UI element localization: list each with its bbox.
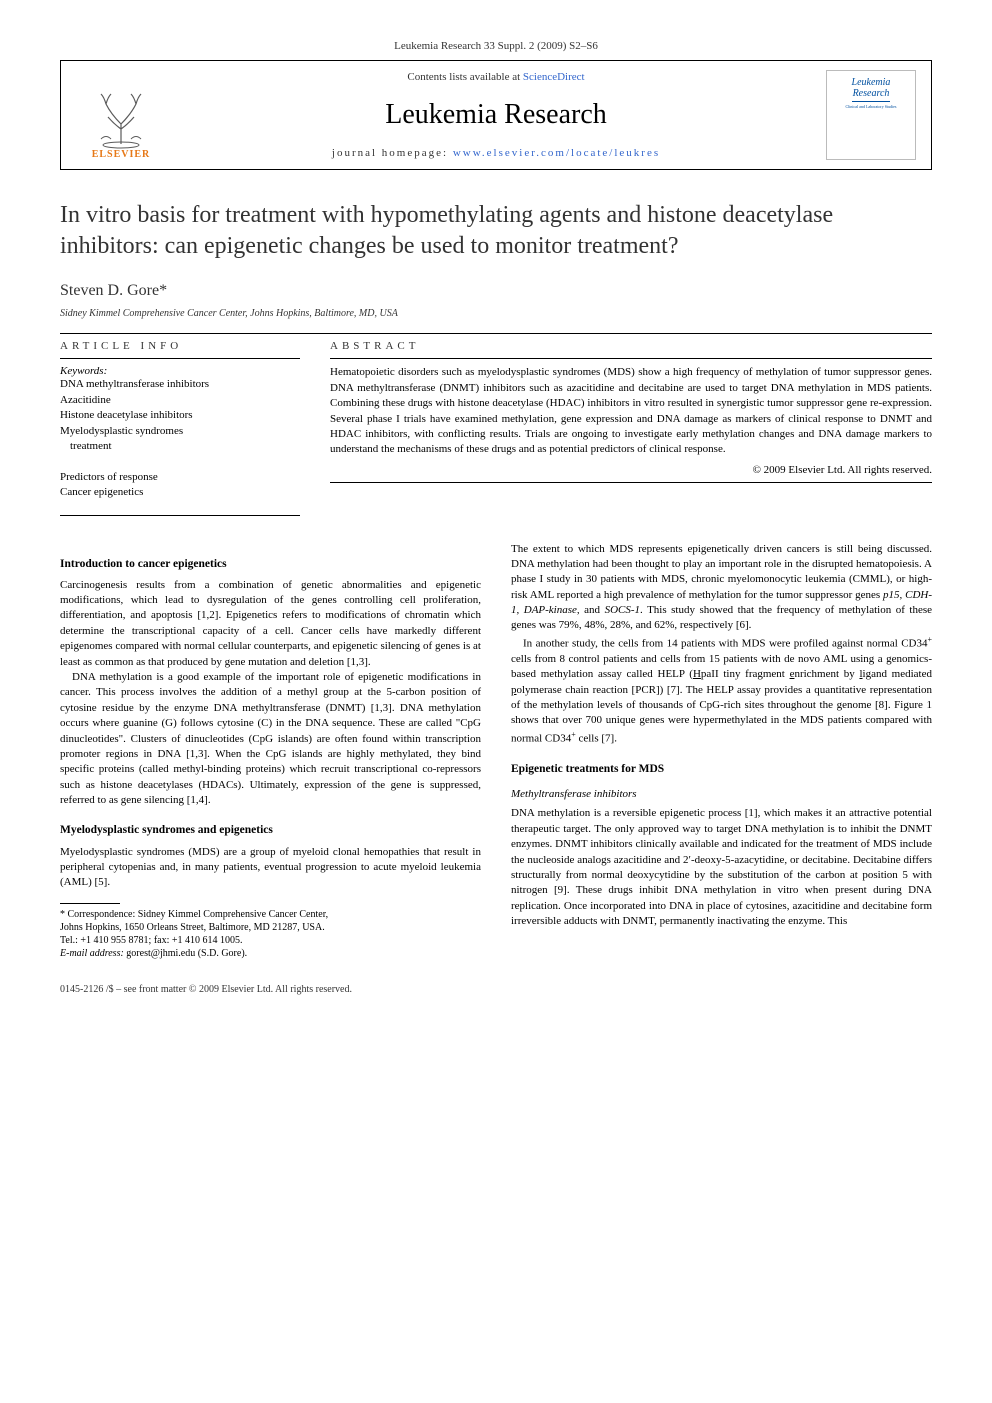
journal-cover-thumbnail: LeukemiaResearch Clinical and Laboratory…	[826, 70, 916, 160]
cover-thumbnail-cell: LeukemiaResearch Clinical and Laboratory…	[811, 61, 931, 169]
journal-homepage-link[interactable]: www.elsevier.com/locate/leukres	[453, 147, 660, 159]
body-paragraph: In another study, the cells from 14 pati…	[511, 634, 932, 747]
gene-name: SOCS-1	[605, 604, 640, 616]
keyword: Predictors of response	[60, 471, 158, 483]
journal-reference: Leukemia Research 33 Suppl. 2 (2009) S2–…	[60, 40, 932, 52]
cover-subtitle: Clinical and Laboratory Studies	[846, 104, 897, 109]
publisher-logo-cell: ELSEVIER	[61, 61, 181, 169]
body-paragraph: Carcinogenesis results from a combinatio…	[60, 578, 481, 670]
right-column: The extent to which MDS represents epige…	[511, 542, 932, 960]
footnote-line: * Correspondence: Sidney Kimmel Comprehe…	[60, 908, 481, 921]
section-heading: Epigenetic treatments for MDS	[511, 761, 932, 777]
abstract-heading: ABSTRACT	[330, 340, 932, 352]
elsevier-tree-icon	[86, 89, 156, 149]
info-abstract-row: ARTICLE INFO Keywords: DNA methyltransfe…	[60, 340, 932, 521]
footnote-email-line: E-mail address: gorest@jhmi.edu (S.D. Go…	[60, 947, 481, 960]
keyword: Myelodysplastic syndromestreatment	[60, 425, 300, 455]
body-paragraph: The extent to which MDS represents epige…	[511, 542, 932, 634]
journal-title: Leukemia Research	[385, 99, 607, 131]
elsevier-wordmark: ELSEVIER	[92, 149, 151, 160]
footnote-line: Tel.: +1 410 955 8781; fax: +1 410 614 1…	[60, 934, 481, 947]
divider	[60, 333, 932, 334]
email-address: gorest@jhmi.edu (S.D. Gore).	[124, 948, 247, 959]
elsevier-logo: ELSEVIER	[71, 70, 171, 160]
email-label: E-mail address:	[60, 948, 124, 959]
footnote-separator	[60, 903, 120, 904]
keyword: Cancer epigenetics	[60, 486, 143, 498]
section-heading: Myelodysplastic syndromes and epigenetic…	[60, 822, 481, 838]
keywords-label: Keywords:	[60, 365, 300, 377]
author-affiliation: Sidney Kimmel Comprehensive Cancer Cente…	[60, 308, 932, 319]
keywords-list: DNA methyltransferase inhibitors Azaciti…	[60, 377, 300, 500]
sciencedirect-link[interactable]: ScienceDirect	[523, 71, 585, 83]
body-paragraph: DNA methylation is a reversible epigenet…	[511, 806, 932, 929]
contents-available-line: Contents lists available at ScienceDirec…	[407, 71, 584, 83]
correspondence-footnote: * Correspondence: Sidney Kimmel Comprehe…	[60, 908, 481, 960]
section-subheading: Methyltransferase inhibitors	[511, 787, 932, 802]
divider	[330, 482, 932, 483]
article-info-heading: ARTICLE INFO	[60, 340, 300, 352]
keyword: DNA methyltransferase inhibitors	[60, 378, 209, 390]
cover-title: LeukemiaResearch	[852, 77, 891, 102]
homepage-prefix: journal homepage:	[332, 147, 453, 159]
abstract-copyright: © 2009 Elsevier Ltd. All rights reserved…	[330, 464, 932, 476]
journal-header-box: ELSEVIER Contents lists available at Sci…	[60, 60, 932, 170]
abstract-text: Hematopoietic disorders such as myelodys…	[330, 365, 932, 457]
article-title: In vitro basis for treatment with hypome…	[60, 200, 932, 262]
contents-prefix: Contents lists available at	[407, 71, 522, 83]
left-column: Introduction to cancer epigenetics Carci…	[60, 542, 481, 960]
header-center: Contents lists available at ScienceDirec…	[181, 61, 811, 169]
footnote-line: Johns Hopkins, 1650 Orleans Street, Balt…	[60, 921, 481, 934]
divider	[60, 358, 300, 359]
journal-homepage-line: journal homepage: www.elsevier.com/locat…	[332, 147, 660, 159]
author-name: Steven D. Gore*	[60, 282, 932, 300]
keyword: Azacitidine	[60, 394, 111, 406]
page-footer: 0145-2126 /$ – see front matter © 2009 E…	[60, 984, 932, 995]
body-columns: Introduction to cancer epigenetics Carci…	[60, 542, 932, 960]
article-info-column: ARTICLE INFO Keywords: DNA methyltransfe…	[60, 340, 300, 521]
body-paragraph: DNA methylation is a good example of the…	[60, 670, 481, 809]
section-heading: Introduction to cancer epigenetics	[60, 556, 481, 572]
divider	[60, 515, 300, 516]
keyword: Histone deacetylase inhibitors	[60, 409, 193, 421]
abstract-column: ABSTRACT Hematopoietic disorders such as…	[330, 340, 932, 521]
body-paragraph: Myelodysplastic syndromes (MDS) are a gr…	[60, 845, 481, 891]
divider	[330, 358, 932, 359]
